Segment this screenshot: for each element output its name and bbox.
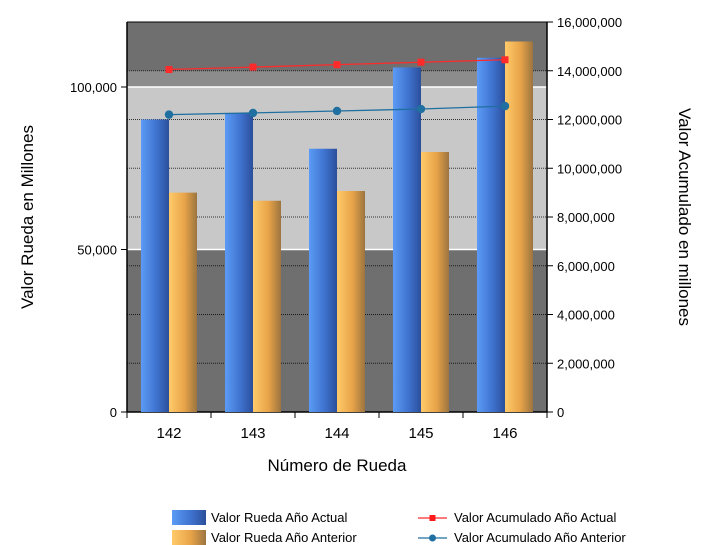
point-square	[249, 63, 257, 71]
x-axis: 142 143 144 145 146	[126, 412, 548, 442]
x-tick-label: 144	[324, 425, 349, 442]
x-axis-title: Número de Rueda	[268, 456, 407, 475]
y2-tick-label: 16,000,000	[557, 15, 622, 30]
x-tick-label: 146	[492, 425, 517, 442]
y-tick-label: 50,000	[77, 243, 117, 258]
legend-label: Valor Rueda Año Actual	[211, 510, 347, 525]
point-circle	[500, 101, 510, 111]
bar	[169, 192, 197, 412]
bars	[141, 41, 533, 412]
point-square	[501, 56, 509, 64]
y-axis-title: Valor Rueda en Millones	[18, 125, 37, 309]
point-circle	[164, 110, 174, 119]
y2-tick-label: 0	[557, 405, 564, 420]
point-circle	[416, 104, 426, 114]
x-tick-label: 143	[240, 425, 265, 442]
point-circle	[248, 108, 258, 118]
y-tick-label: 0	[110, 405, 117, 420]
legend-label: Valor Rueda Año Anterior	[211, 530, 357, 545]
x-tick-label: 145	[408, 425, 433, 442]
bar	[225, 113, 253, 412]
y-axis-left: 0 50,000 100,000	[70, 80, 127, 420]
bar	[337, 191, 365, 412]
y2-tick-label: 10,000,000	[557, 161, 622, 176]
y2-tick-label: 12,000,000	[557, 113, 622, 128]
legend: Valor Rueda Año Actual Valor Rueda Año A…	[172, 510, 626, 545]
series-lines	[164, 56, 510, 119]
y-axis-right: 0 2,000,000 4,000,000 6,000,000 8,000,000 10,…	[547, 15, 622, 420]
point-square	[165, 66, 173, 74]
y-tick-label: 100,000	[70, 80, 117, 95]
bar	[393, 67, 421, 412]
legend-item-line-actual: Valor Acumulado Año Actual	[418, 510, 616, 525]
bar	[253, 200, 281, 412]
legend-item-bar-actual: Valor Rueda Año Actual	[172, 510, 347, 525]
y2-tick-label: 2,000,000	[557, 356, 615, 371]
legend-item-line-anterior: Valor Acumulado Año Anterior	[418, 530, 626, 545]
legend-swatch-orange	[172, 530, 206, 545]
bar	[309, 148, 337, 412]
y2-tick-label: 14,000,000	[557, 64, 622, 79]
legend-label: Valor Acumulado Año Anterior	[454, 530, 626, 545]
bar	[477, 57, 505, 412]
legend-label: Valor Acumulado Año Actual	[454, 510, 616, 525]
legend-marker-square	[429, 515, 436, 521]
y2-axis-title: Valor Acumulado en millones	[675, 108, 694, 326]
point-circle	[332, 106, 342, 116]
y2-tick-label: 8,000,000	[557, 210, 615, 225]
legend-swatch-blue	[172, 510, 206, 525]
y2-tick-label: 4,000,000	[557, 308, 615, 323]
point-square	[333, 61, 341, 69]
x-tick-label: 142	[156, 425, 181, 442]
legend-item-bar-anterior: Valor Rueda Año Anterior	[172, 530, 357, 545]
bar	[505, 41, 533, 412]
y2-tick-label: 6,000,000	[557, 259, 615, 274]
bar	[421, 152, 449, 412]
bar	[141, 119, 169, 412]
point-square	[417, 58, 425, 66]
legend-marker-circle	[429, 534, 436, 542]
